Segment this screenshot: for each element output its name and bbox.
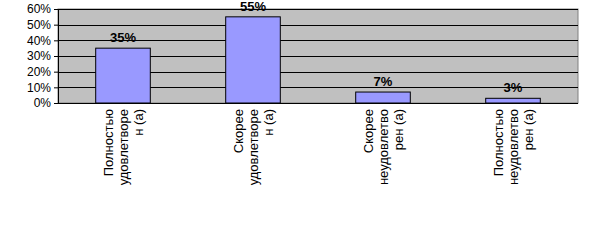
bars [96,17,541,103]
plot: 0%10% 20% 30%40% 50% 60% 35% 55% 7% 3% Полностьюу… [27,0,578,185]
category-label: Полностьюудовлетворен (а) [101,109,146,186]
tick-label: 30% [27,49,51,63]
grid-line [58,9,578,10]
category-label: Скореенеудовлетворен (а) [361,109,406,185]
tick-mark [54,87,58,88]
grid [58,10,578,104]
data-label: 35% [110,30,136,45]
tick: 40% [27,34,58,48]
bar [96,48,151,103]
axis-line [58,10,59,104]
plot-background [58,9,578,103]
data-label: 7% [374,74,393,89]
tick: 20% [27,65,58,79]
tick-mark [54,9,58,10]
grid-line [58,25,578,26]
bar [226,17,281,103]
data-labels: 35% 55% 7% 3% [110,0,523,95]
tick: 50% [27,18,58,32]
chart: 0%10% 20% 30%40% 50% 60% 35% 55% 7% 3% Полностьюу… [0,0,593,227]
tick: 60% [27,2,58,16]
data-label: 55% [240,0,266,14]
tick: 30% [27,49,58,63]
tick: 0% [34,96,58,110]
grid-line [58,103,578,104]
tick-mark [54,56,58,57]
bar [486,98,541,103]
bar [356,92,411,103]
tick-label: 60% [27,2,51,16]
tick-mark [54,40,58,41]
tick-label: 10% [27,81,51,95]
tick-label: 50% [27,18,51,32]
tick-mark [54,25,58,26]
tick-mark [54,72,58,73]
y-axis: 0%10% 20% 30%40% 50% 60% [27,2,59,110]
tick-label: 40% [27,34,51,48]
category-label: Полностьюнеудовлетворен (а) [491,109,536,185]
tick-mark [54,103,58,104]
x-axis-labels: Полностьюудовлетворен (а) Скорееудовлетво… [101,109,536,186]
tick: 10% [27,81,58,95]
tick-label: 20% [27,65,51,79]
category-label: Скорееудовлетворен (а) [231,109,276,185]
data-label: 3% [504,80,523,95]
tick-label: 0% [34,96,52,110]
